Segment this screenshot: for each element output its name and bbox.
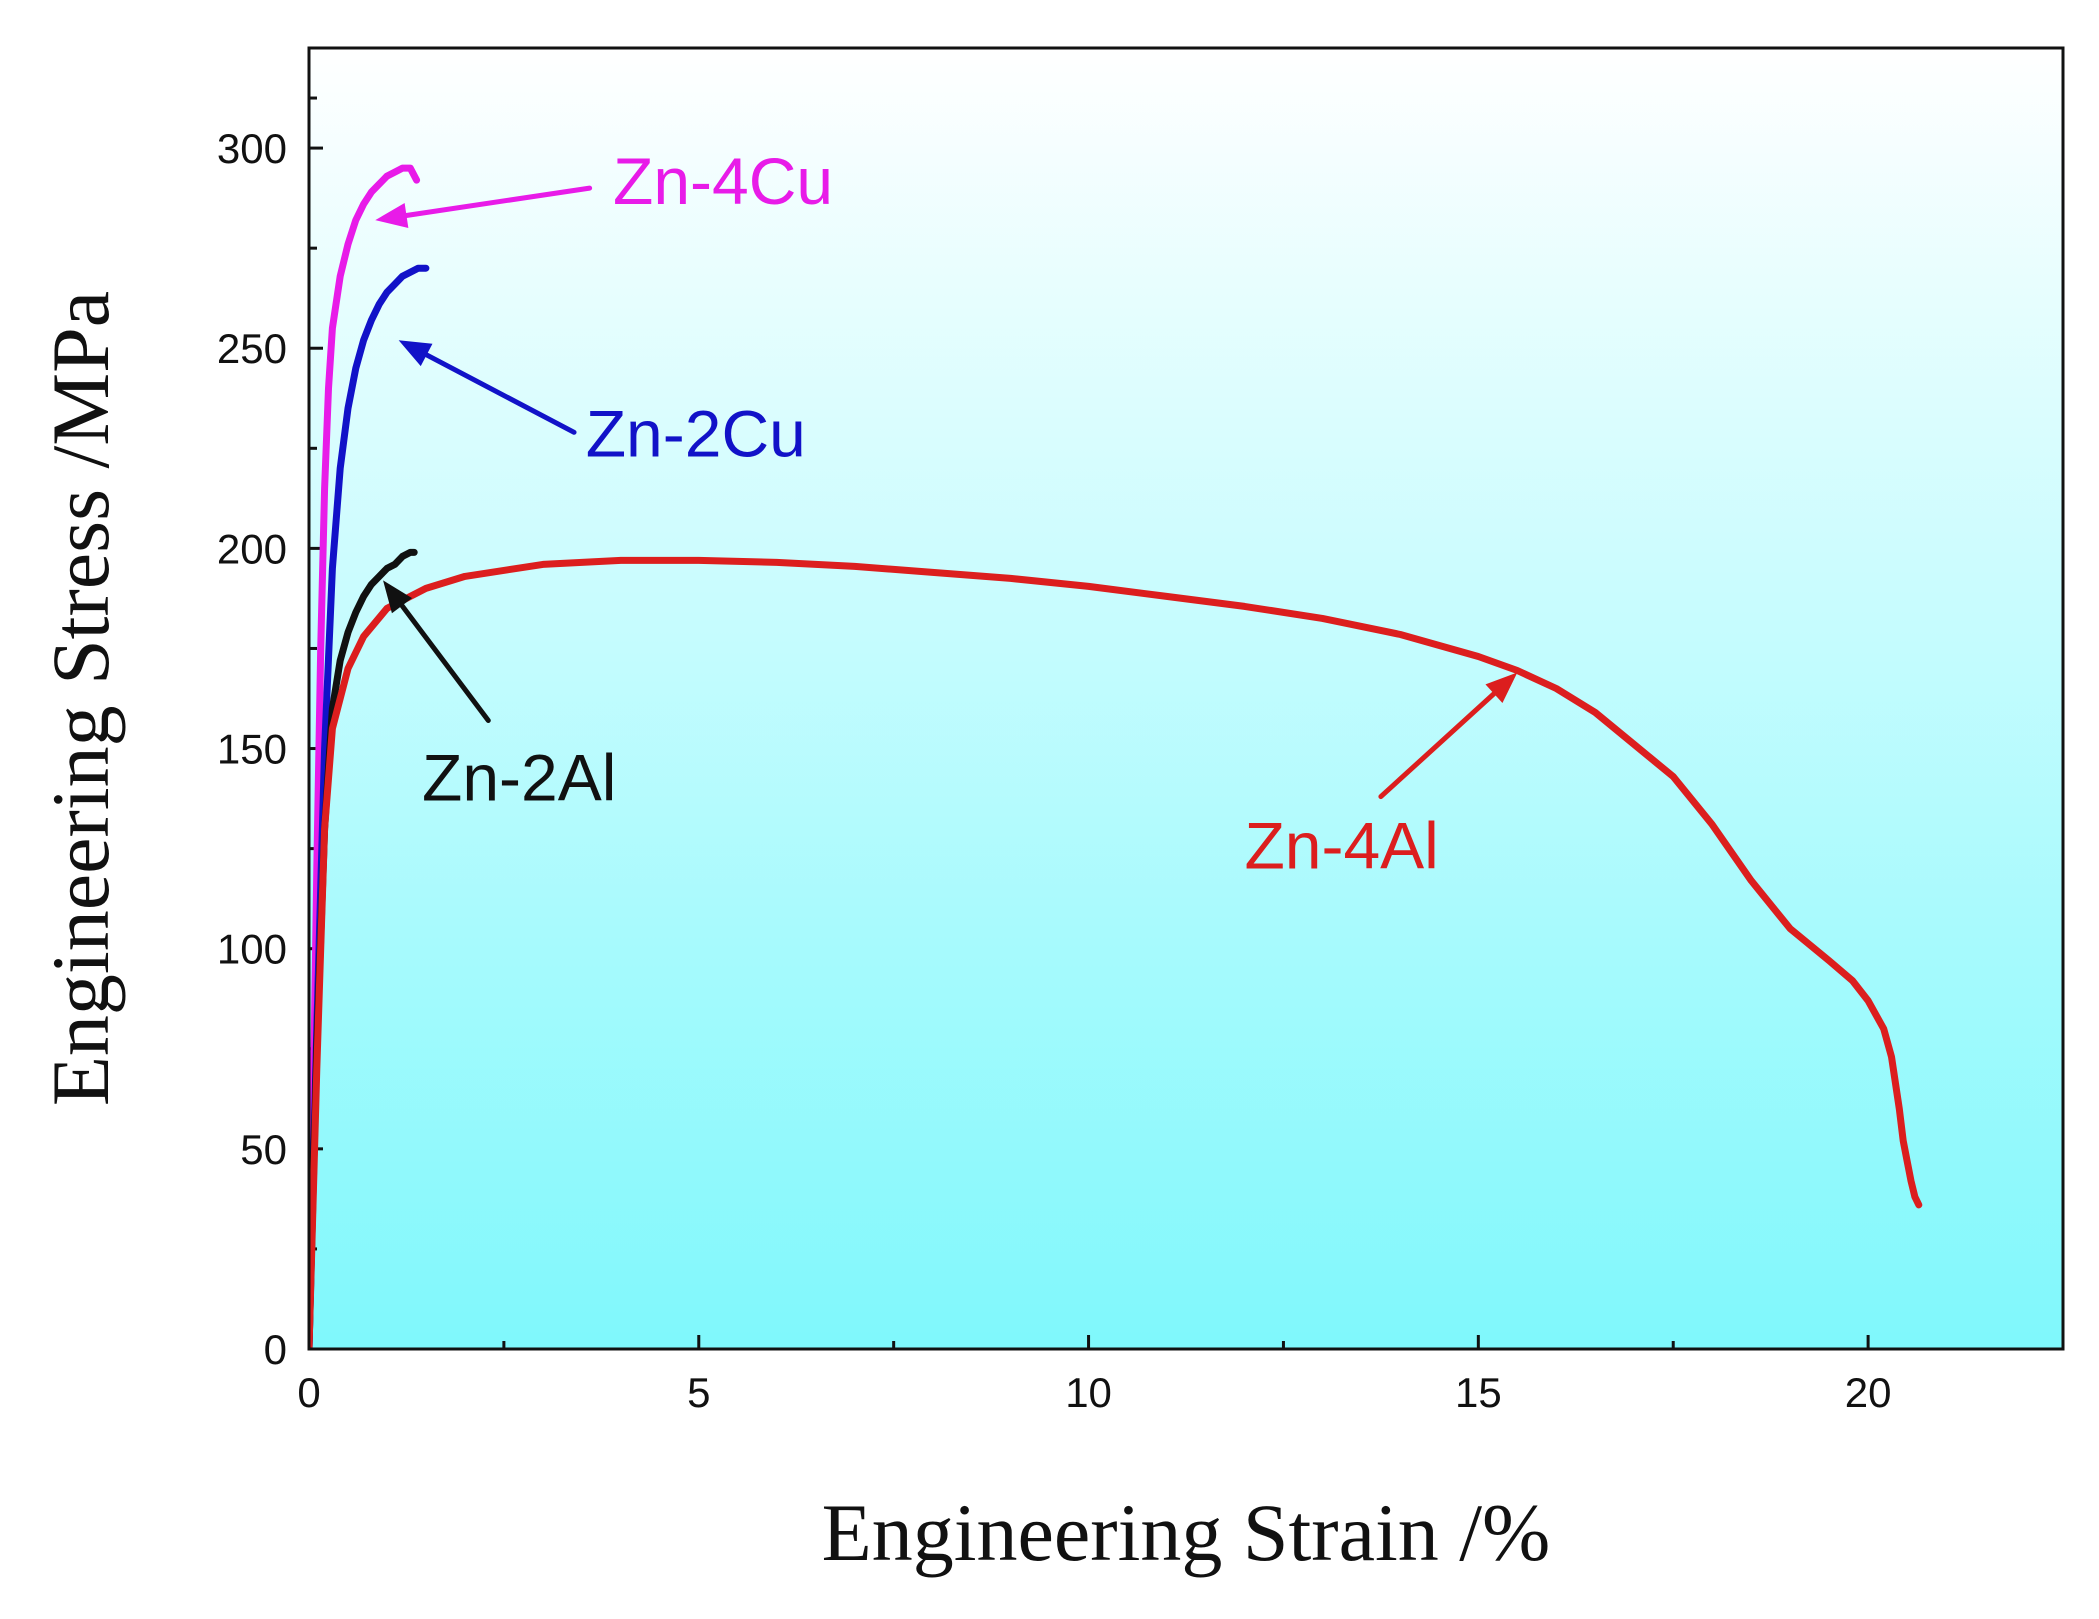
y-tick-label: 250 [217,325,287,372]
series-line-zn-4cu [309,164,421,1349]
series-label-zn-4al: Zn-4Al [1244,809,1438,883]
x-tick-label: 20 [1845,1369,1892,1416]
annotation-arrowhead [1485,672,1518,704]
y-tick-label: 50 [240,1126,287,1173]
y-tick-label: 100 [217,926,287,973]
x-tick-label: 5 [687,1369,710,1416]
series-annotations: Zn-4Cu Zn-2Cu Zn-2Al Zn-4Al [375,144,1518,883]
annotation-arrowhead [398,340,433,367]
annotation-arrowhead [375,202,409,228]
y-tick-label: 300 [217,125,287,172]
y-axis-title: Engineering Stress /MPa [35,291,126,1106]
annotation-arrow-line [397,185,593,219]
x-axis-title: Engineering Strain /% [822,1487,1551,1578]
x-tick-label: 10 [1065,1369,1112,1416]
y-tick-label: 200 [217,525,287,572]
annotation-arrow-line [395,598,491,724]
y-tick-label: 0 [264,1326,287,1373]
series-label-zn-2cu: Zn-2Cu [586,396,806,470]
x-tick-label: 0 [297,1369,320,1416]
series-line-zn-4al [309,556,1923,1349]
series-curves [309,164,1923,1349]
annotation-arrowhead [383,580,413,614]
plot-area-background [309,48,2063,1349]
x-tick-label: 15 [1455,1369,1502,1416]
y-tick-label: 150 [217,726,287,773]
annotation-arrow-line [1378,687,1501,800]
series-line-zn-2cu [309,264,430,1349]
series-label-zn-4cu: Zn-4Cu [613,144,833,218]
plot-frame [307,46,2065,1351]
series-label-zn-2al: Zn-2Al [422,741,616,815]
annotation-arrow-line [418,349,577,435]
